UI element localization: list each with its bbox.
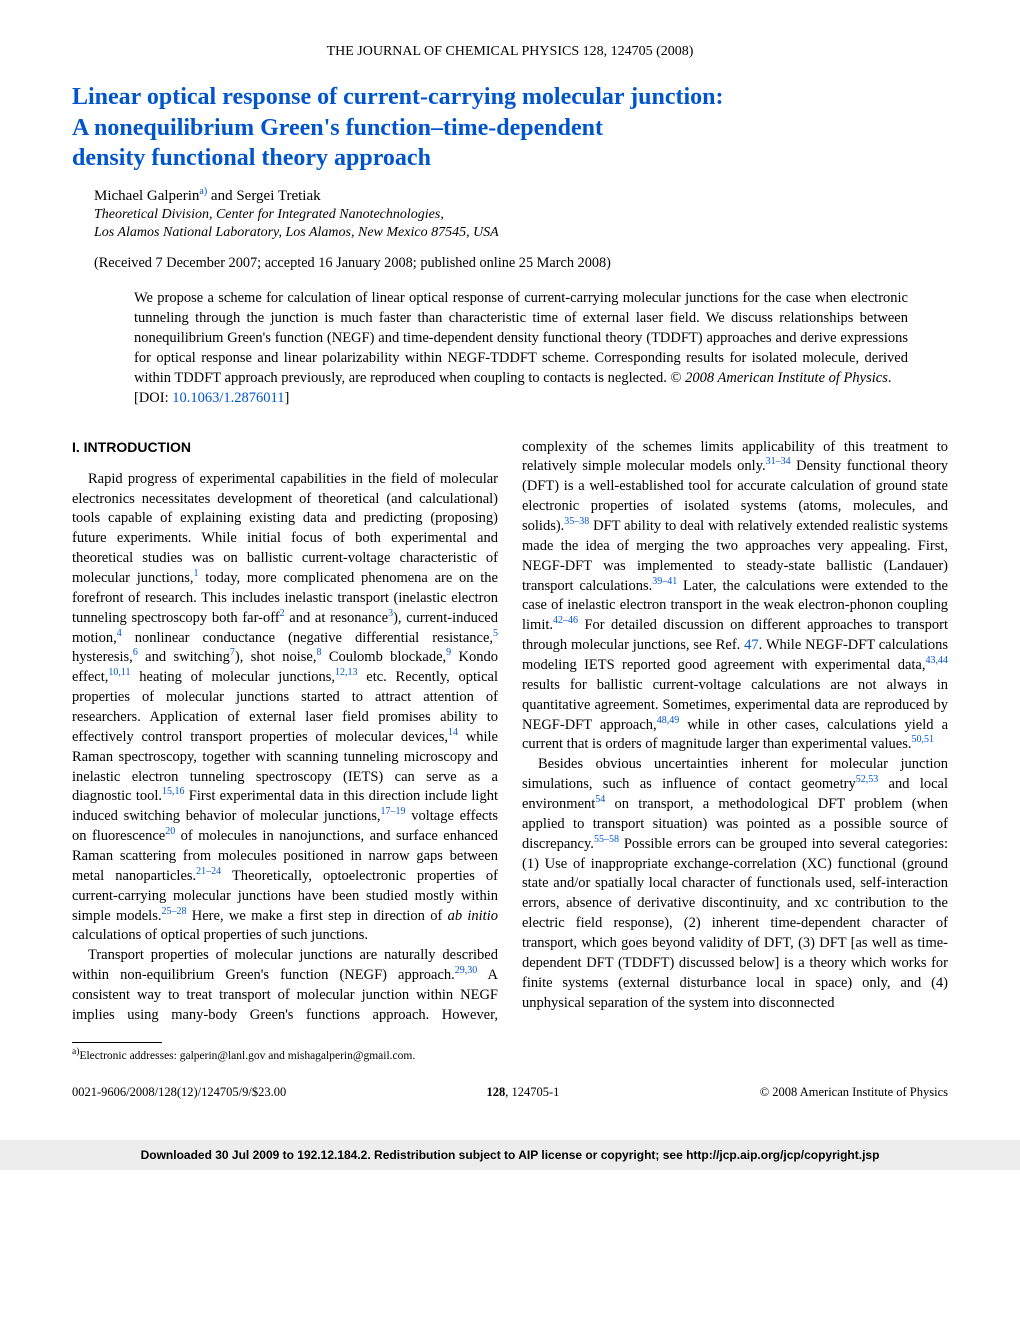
doi-prefix: [DOI: (134, 390, 172, 406)
body-text: Transport properties of molecular juncti… (72, 947, 498, 983)
ref-48-49[interactable]: 48,49 (657, 715, 680, 726)
authors-line: Michael Galperina) and Sergei Tretiak (72, 188, 948, 205)
doi-link[interactable]: 10.1063/1.2876011 (172, 390, 284, 406)
ref-29-30[interactable]: 29,30 (455, 965, 478, 976)
title-line-1: Linear optical response of current-carry… (72, 84, 723, 110)
ref-25-28[interactable]: 25–28 (161, 906, 186, 917)
body-italic: ab initio (448, 908, 498, 924)
ref-12-13[interactable]: 12,13 (335, 667, 358, 678)
paragraph-1: Rapid progress of experimental capabilit… (72, 470, 498, 947)
abstract: We propose a scheme for calculation of l… (72, 288, 948, 408)
footnote-rule (72, 1042, 162, 1043)
ref-52-53[interactable]: 52,53 (856, 774, 879, 785)
ref-31-34[interactable]: 31–34 (766, 457, 791, 468)
footer-volume: 128 (487, 1085, 506, 1099)
body-text: Here, we make a first step in direction … (186, 908, 447, 924)
footnote-text: Electronic addresses: galperin@lanl.gov … (79, 1050, 415, 1062)
body-text: nonlinear conductance (negative differen… (122, 630, 493, 646)
ref-5[interactable]: 5 (493, 628, 498, 639)
ref-10-11[interactable]: 10,11 (108, 667, 130, 678)
ref-47[interactable]: 47 (744, 637, 759, 653)
footnote: a)Electronic addresses: galperin@lanl.go… (72, 1046, 948, 1064)
paragraph-3: Besides obvious uncertainties inherent f… (522, 755, 948, 1013)
body-text: heating of molecular junctions, (131, 669, 336, 685)
article-dates: (Received 7 December 2007; accepted 16 J… (72, 255, 948, 272)
article-title[interactable]: Linear optical response of current-carry… (72, 82, 948, 174)
author-1: Michael Galperin (94, 188, 199, 204)
title-line-2: A nonequilibrium Green's function–time-d… (72, 115, 603, 141)
body-text: Possible errors can be grouped into seve… (522, 836, 948, 1011)
ref-50-51[interactable]: 50,51 (911, 735, 934, 746)
affiliation: Theoretical Division, Center for Integra… (72, 206, 948, 242)
footer-left: 0021-9606/2008/128(12)/124705/9/$23.00 (72, 1085, 286, 1100)
affiliation-line-1: Theoretical Division, Center for Integra… (72, 206, 948, 224)
affiliation-line-2: Los Alamos National Laboratory, Los Alam… (72, 224, 948, 242)
copyright-italic: 2008 American Institute of Physics (685, 370, 888, 386)
body-text: and at resonance (285, 610, 388, 626)
download-bar: Downloaded 30 Jul 2009 to 192.12.184.2. … (0, 1140, 1020, 1170)
footer-right: © 2008 American Institute of Physics (760, 1085, 948, 1100)
ref-17-19[interactable]: 17–19 (380, 806, 405, 817)
ref-42-46[interactable]: 42–46 (553, 615, 578, 626)
ref-35-38[interactable]: 35–38 (564, 516, 589, 527)
author-footnote-marker[interactable]: a) (199, 186, 207, 197)
body-text: Rapid progress of experimental capabilit… (72, 471, 498, 586)
journal-header: THE JOURNAL OF CHEMICAL PHYSICS 128, 124… (72, 44, 948, 60)
ref-14[interactable]: 14 (448, 727, 458, 738)
body-text: Coulomb blockade, (321, 649, 446, 665)
ref-39-41[interactable]: 39–41 (652, 576, 677, 587)
ref-54[interactable]: 54 (595, 794, 605, 805)
body-text: ), shot noise, (235, 649, 317, 665)
ref-55-58[interactable]: 55–58 (594, 834, 619, 845)
ref-20[interactable]: 20 (165, 826, 175, 837)
doi-suffix: ] (285, 390, 290, 406)
author-2: and Sergei Tretiak (207, 188, 320, 204)
body-columns: I. INTRODUCTION Rapid progress of experi… (72, 438, 948, 1026)
body-text: hysteresis, (72, 649, 133, 665)
section-1-heading: I. INTRODUCTION (72, 438, 498, 457)
ref-21-24[interactable]: 21–24 (196, 866, 221, 877)
title-line-3: density functional theory approach (72, 145, 431, 171)
ref-15-16[interactable]: 15,16 (162, 787, 185, 798)
body-text: and switching (138, 649, 230, 665)
page-footer: 0021-9606/2008/128(12)/124705/9/$23.00 1… (72, 1085, 948, 1100)
ref-43-44[interactable]: 43,44 (926, 655, 949, 666)
footer-center: 128, 124705-1 (487, 1085, 560, 1100)
footer-page: , 124705-1 (505, 1085, 559, 1099)
body-text: calculations of optical properties of su… (72, 927, 368, 943)
